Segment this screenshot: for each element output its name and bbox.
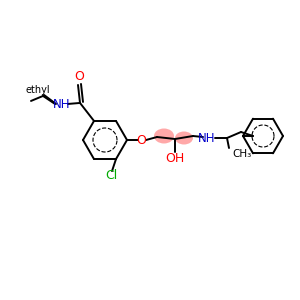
Ellipse shape <box>175 131 193 145</box>
Text: O: O <box>74 70 84 83</box>
Ellipse shape <box>154 128 174 143</box>
Text: O: O <box>136 134 146 146</box>
Text: ethyl: ethyl <box>26 85 50 95</box>
Text: CH₃: CH₃ <box>232 149 251 159</box>
Text: OH: OH <box>165 152 184 164</box>
Text: Cl: Cl <box>105 169 117 182</box>
Text: NH: NH <box>198 131 216 145</box>
Text: NH: NH <box>53 98 71 111</box>
